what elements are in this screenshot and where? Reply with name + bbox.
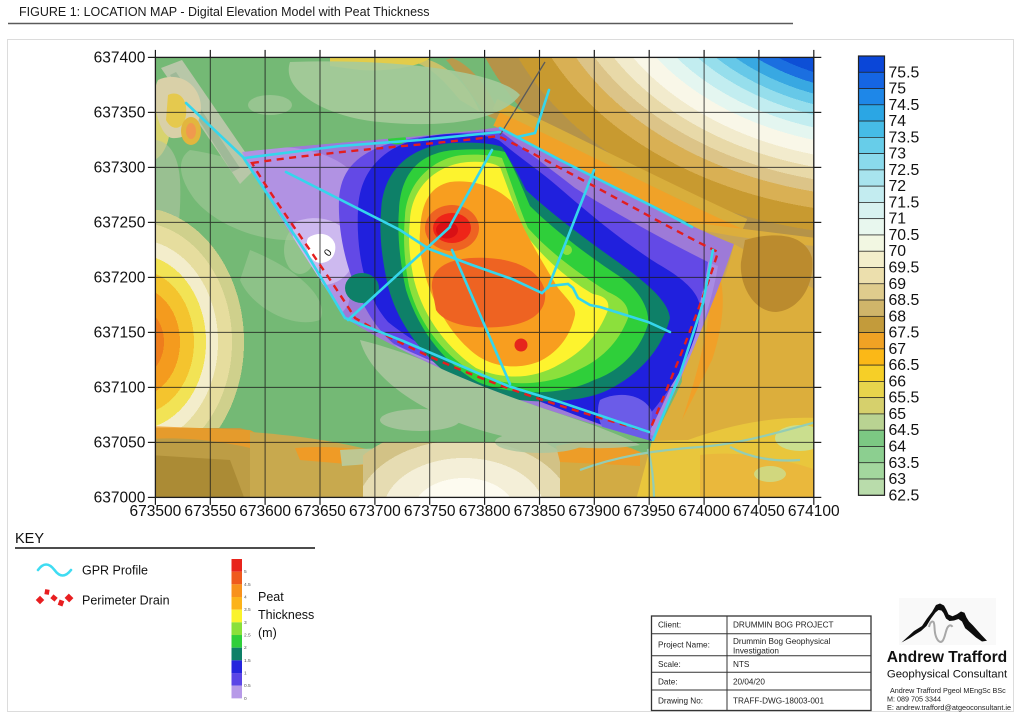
svg-text:637350: 637350 <box>94 105 146 122</box>
svg-text:75: 75 <box>889 81 907 98</box>
svg-text:Scale:: Scale: <box>658 660 681 669</box>
svg-text:65.5: 65.5 <box>889 390 920 407</box>
svg-text:Perimeter Drain: Perimeter Drain <box>82 594 170 608</box>
svg-text:DRUMMIN BOG PROJECT: DRUMMIN BOG PROJECT <box>733 621 834 630</box>
svg-text:4: 4 <box>244 595 247 601</box>
svg-text:73: 73 <box>889 146 907 163</box>
svg-text:20/04/20: 20/04/20 <box>733 678 765 687</box>
svg-text:TRAFF-DWG-18003-001: TRAFF-DWG-18003-001 <box>733 697 824 706</box>
svg-text:Geophysical Consultant: Geophysical Consultant <box>887 669 1008 681</box>
svg-text:67.5: 67.5 <box>889 325 920 342</box>
svg-text:2: 2 <box>244 645 247 651</box>
svg-text:KEY: KEY <box>15 531 44 547</box>
svg-text:NTS: NTS <box>733 660 750 669</box>
svg-text:71: 71 <box>889 211 907 228</box>
svg-text:74.5: 74.5 <box>889 97 920 114</box>
svg-text:3: 3 <box>244 620 247 626</box>
svg-text:637250: 637250 <box>94 215 146 232</box>
svg-text:64: 64 <box>889 439 907 456</box>
svg-text:Drummin Bog Geophysical: Drummin Bog Geophysical <box>733 637 831 646</box>
svg-text:673500: 673500 <box>130 503 182 520</box>
svg-text:637200: 637200 <box>94 270 146 287</box>
svg-text:70: 70 <box>889 243 907 260</box>
svg-text:71.5: 71.5 <box>889 194 920 211</box>
svg-text:Client:: Client: <box>658 621 681 630</box>
svg-text:72: 72 <box>889 178 907 195</box>
svg-text:M: 089 705 3344: M: 089 705 3344 <box>887 695 941 704</box>
svg-text:3.5: 3.5 <box>244 607 251 613</box>
svg-text:62.5: 62.5 <box>889 487 920 504</box>
svg-text:637100: 637100 <box>94 380 146 397</box>
svg-text:68: 68 <box>889 308 907 325</box>
svg-text:673550: 673550 <box>184 503 236 520</box>
svg-text:Andrew Trafford: Andrew Trafford <box>887 649 1007 666</box>
svg-text:Thickness: Thickness <box>258 608 314 622</box>
svg-text:63.5: 63.5 <box>889 455 920 472</box>
svg-text:Andrew Trafford Pgeol MEngSc B: Andrew Trafford Pgeol MEngSc BSc <box>890 686 1006 695</box>
svg-text:637000: 637000 <box>94 490 146 507</box>
svg-text:64.5: 64.5 <box>889 422 920 439</box>
svg-text:Project Name:: Project Name: <box>658 641 710 650</box>
svg-text:2.5: 2.5 <box>244 633 251 639</box>
svg-text:66.5: 66.5 <box>889 357 920 374</box>
svg-text:(m): (m) <box>258 626 277 640</box>
svg-text:69: 69 <box>889 276 907 293</box>
svg-text:66: 66 <box>889 373 907 390</box>
svg-text:75.5: 75.5 <box>889 64 920 81</box>
svg-text:1.5: 1.5 <box>244 658 251 664</box>
svg-text:673700: 673700 <box>349 503 401 520</box>
svg-text:E: andrew.trafford@atgeoconsul: E: andrew.trafford@atgeoconsultant.ie <box>887 703 1011 712</box>
svg-text:674000: 674000 <box>678 503 730 520</box>
svg-text:673650: 673650 <box>294 503 346 520</box>
svg-text:69.5: 69.5 <box>889 260 920 277</box>
svg-text:70.5: 70.5 <box>889 227 920 244</box>
svg-text:674050: 674050 <box>733 503 785 520</box>
svg-text:72.5: 72.5 <box>889 162 920 179</box>
svg-text:0: 0 <box>244 696 247 702</box>
svg-text:65: 65 <box>889 406 907 423</box>
svg-text:637150: 637150 <box>94 325 146 342</box>
svg-text:637300: 637300 <box>94 160 146 177</box>
svg-text:4.5: 4.5 <box>244 582 251 588</box>
svg-text:68.5: 68.5 <box>889 292 920 309</box>
svg-text:1: 1 <box>244 671 247 677</box>
svg-text:673750: 673750 <box>404 503 456 520</box>
svg-text:74: 74 <box>889 113 907 130</box>
svg-text:73.5: 73.5 <box>889 129 920 146</box>
svg-text:63: 63 <box>889 471 907 488</box>
svg-text:673900: 673900 <box>568 503 620 520</box>
svg-text:673950: 673950 <box>623 503 675 520</box>
svg-text:Drawing No:: Drawing No: <box>658 697 703 706</box>
svg-text:Peat: Peat <box>258 590 284 604</box>
svg-text:673800: 673800 <box>459 503 511 520</box>
svg-text:637050: 637050 <box>94 435 146 452</box>
svg-text:67: 67 <box>889 341 907 358</box>
svg-text:673600: 673600 <box>239 503 291 520</box>
svg-text:5: 5 <box>244 569 247 575</box>
svg-text:673850: 673850 <box>514 503 566 520</box>
svg-text:Investigation: Investigation <box>733 647 779 656</box>
svg-text:GPR Profile: GPR Profile <box>82 564 148 578</box>
svg-text:674100: 674100 <box>788 503 840 520</box>
svg-text:637400: 637400 <box>94 50 146 67</box>
svg-text:0.5: 0.5 <box>244 683 251 689</box>
svg-text:Date:: Date: <box>658 678 678 687</box>
svg-text:FIGURE 1: LOCATION MAP - Digit: FIGURE 1: LOCATION MAP - Digital Elevati… <box>19 5 430 19</box>
